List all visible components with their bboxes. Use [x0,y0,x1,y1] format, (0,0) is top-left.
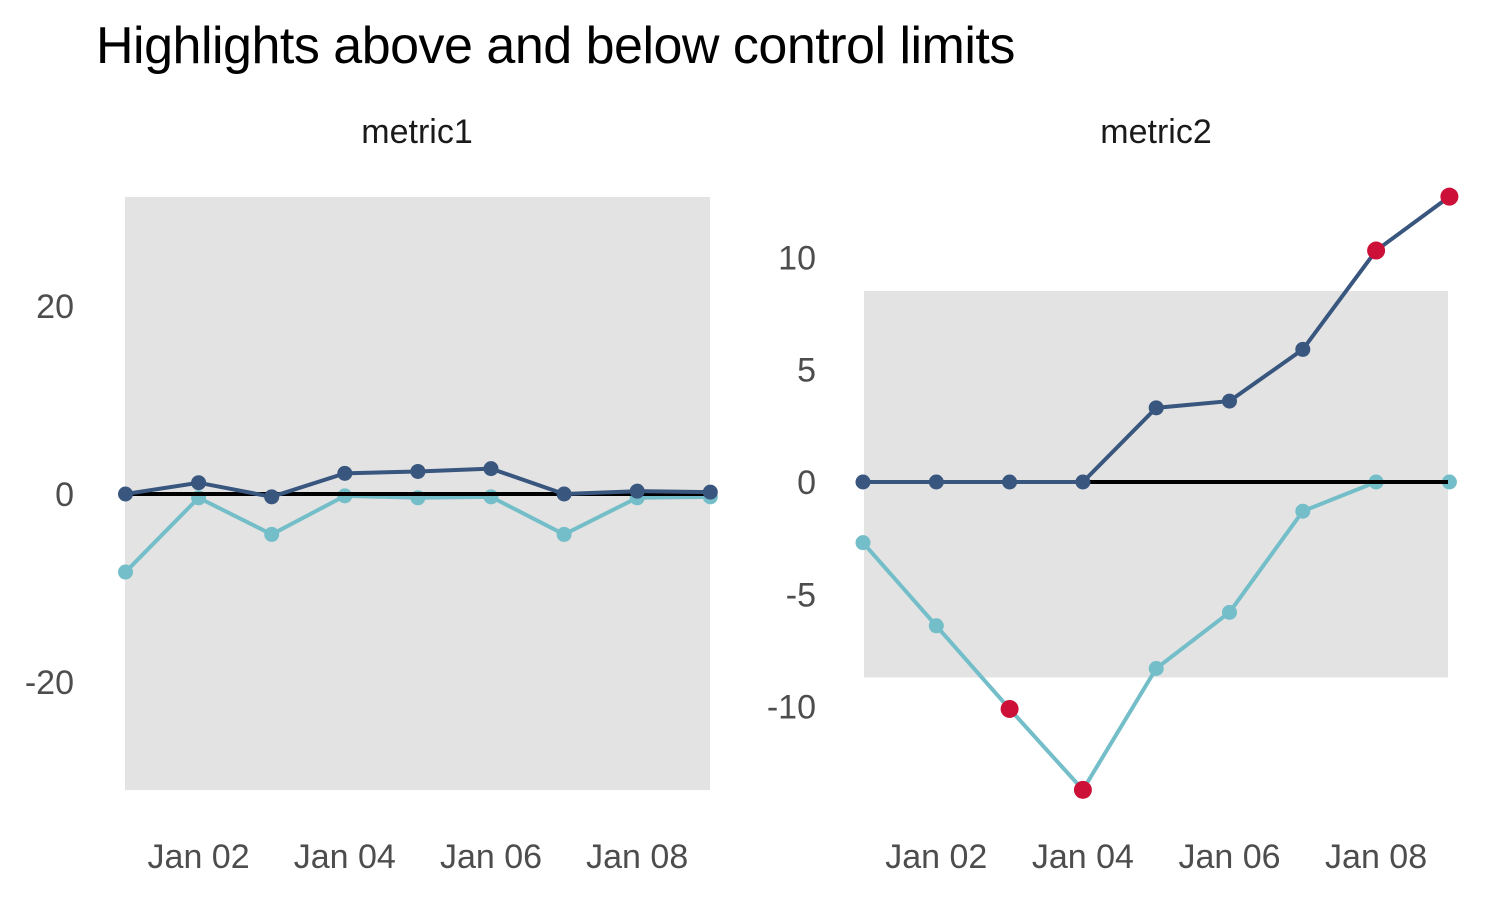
y-tick-label: 10 [778,239,816,277]
light_blue-data-point [118,564,133,580]
dark_blue-data-point [1002,474,1018,490]
y-tick-label: -20 [25,664,74,702]
out-of-control-point [1000,699,1019,718]
light_blue-data-point [855,535,871,551]
light_blue-data-point [1148,661,1164,677]
x-tick-label: Jan 08 [1325,838,1427,876]
x-tick-label: Jan 06 [440,838,542,876]
dark_blue-data-point [264,489,280,505]
x-tick-label: Jan 04 [294,838,396,876]
out-of-control-point [1073,780,1092,799]
panel-title: metric1 [361,113,472,151]
out-of-control-point [1440,187,1459,206]
chart-title: Highlights above and below control limit… [96,17,1015,75]
dark_blue-data-point [1295,341,1311,357]
dark_blue-data-point [1075,474,1091,490]
x-tick-label: Jan 02 [885,838,987,876]
dark_blue-data-point [410,463,426,479]
dark_blue-data-point [337,465,353,481]
x-tick-label: Jan 08 [586,838,688,876]
y-tick-label: 0 [55,476,74,514]
y-tick-label: 0 [797,464,816,502]
control-limit-band [864,291,1448,678]
dark_blue-data-point [928,474,944,490]
light_blue-data-point [1295,503,1311,519]
y-tick-label: 5 [797,352,816,390]
panel-title: metric2 [1100,113,1211,151]
light_blue-data-point [1222,604,1237,620]
x-tick-label: Jan 06 [1178,838,1280,876]
dark_blue-data-point [1222,393,1237,409]
dark_blue-data-point [1148,400,1164,416]
dark_blue-data-point [191,475,207,491]
light_blue-data-point [1441,474,1457,490]
x-tick-label: Jan 04 [1032,838,1134,876]
out-of-control-point [1367,241,1386,260]
light_blue-data-point [264,526,280,542]
dark_blue-data-point [702,484,718,500]
dark_blue-data-point [629,483,645,499]
dark_blue-data-point [556,486,572,502]
y-tick-label: -10 [767,689,816,727]
y-tick-label: -5 [786,576,816,614]
light_blue-data-point [556,526,572,542]
dark_blue-data-point [118,486,133,502]
light_blue-data-point [483,489,499,505]
dark_blue-data-point [855,474,871,490]
x-tick-label: Jan 02 [148,838,250,876]
y-tick-label: 20 [36,288,74,326]
light_blue-data-point [928,618,944,634]
dark_blue-data-point [483,461,499,477]
